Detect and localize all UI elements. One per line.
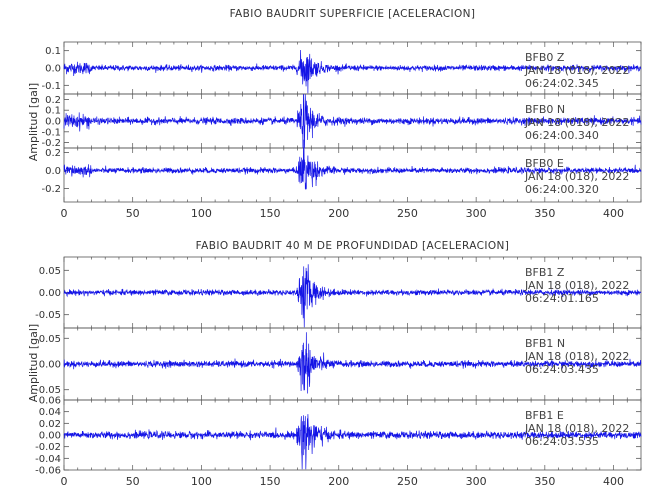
y-tick-label: -0.05 [35,385,61,396]
y-tick-label: 0.0 [45,117,61,128]
y-tick-label: -0.1 [41,127,61,138]
x-tick-label: 300 [466,207,487,220]
y-tick-label: 0.1 [45,46,61,57]
x-tick-label: 150 [260,475,281,488]
x-tick-label: 100 [191,475,212,488]
trace-time-label: 06:24:02.345 [525,77,599,90]
x-tick-label: 50 [126,207,140,220]
y-tick-label: -0.05 [35,310,61,321]
y-tick-label: 0.02 [39,419,61,430]
trace-date-label: JAN 18 (018), 2022 [524,350,629,363]
waveform-line [63,414,642,470]
y-tick-label: 0.05 [39,334,61,345]
trace-date-label: JAN 18 (018), 2022 [524,116,629,129]
y-tick-label: -0.02 [35,442,61,453]
x-tick-label: 300 [466,475,487,488]
x-tick-label: 0 [61,475,68,488]
x-tick-label: 100 [191,207,212,220]
trace-date-label: JAN 18 (018), 2022 [524,422,629,435]
y-tick-label: 0.1 [45,106,61,117]
y-tick-label: -0.04 [35,454,61,465]
y-tick-label: 0.2 [45,148,61,159]
y-tick-label: 0.00 [39,431,61,442]
x-tick-label: 400 [603,207,624,220]
trace-time-label: 06:24:01.165 [525,292,599,305]
y-tick-label: -0.1 [41,81,61,92]
trace-station-label: BFB0 E [525,157,564,170]
y-tick-label: -0.2 [41,138,61,149]
trace-time-label: 06:24:00.320 [525,183,599,196]
chart-panel-1: FABIO BAUDRIT SUPERFICIE [ACELERACION] Am… [27,8,642,220]
y-tick-label: -0.06 [35,466,61,477]
x-tick-label: 250 [397,207,418,220]
x-tick-label: 150 [260,207,281,220]
y-tick-label: 0.0 [45,64,61,75]
waveform-line [63,332,642,394]
y-tick-label: 0.0 [45,166,61,177]
y-tick-label: -0.2 [41,184,61,195]
x-tick-label: 350 [534,475,555,488]
y-tick-label: 0.2 [45,95,61,106]
x-tick-label: 50 [126,475,140,488]
y-axis-label: Amplitud [gal] [27,83,40,161]
trace-station-label: BFB0 N [525,103,565,116]
x-tick-label: 400 [603,475,624,488]
x-tick-label: 250 [397,475,418,488]
y-tick-label: 0.00 [39,288,61,299]
trace-station-label: BFB1 E [525,409,564,422]
y-tick-label: 0.04 [39,407,61,418]
x-tick-label: 200 [328,207,349,220]
y-tick-label: 0.00 [39,360,61,371]
trace-time-label: 06:24:03.435 [525,363,599,376]
trace-bfb1-e: 0.060.040.020.00-0.02-0.04-0.06 BFB1 EJAN… [35,396,642,477]
waveform-line [63,94,642,148]
trace-station-label: BFB1 Z [525,266,565,279]
trace-date-label: JAN 18 (018), 2022 [524,64,629,77]
trace-station-label: BFB1 N [525,337,565,350]
trace-station-label: BFB0 Z [525,51,565,64]
y-axis-label: Amplitud [gal] [27,324,40,402]
chart-panel-2: FABIO BAUDRIT 40 M DE PROFUNDIDAD [ACELE… [27,240,642,488]
waveform-line [63,264,642,328]
chart-title: FABIO BAUDRIT SUPERFICIE [ACELERACION] [230,8,476,20]
trace-date-label: JAN 18 (018), 2022 [524,170,629,183]
chart-title: FABIO BAUDRIT 40 M DE PROFUNDIDAD [ACELE… [196,240,510,252]
waveform-line [63,49,642,94]
trace-time-label: 06:24:00.340 [525,129,599,142]
x-tick-label: 200 [328,475,349,488]
waveform-line [63,139,642,190]
y-tick-label: 0.05 [39,266,61,277]
x-tick-label: 350 [534,207,555,220]
y-tick-label: 0.06 [39,396,61,407]
trace-date-label: JAN 18 (018), 2022 [524,279,629,292]
trace-time-label: 06:24:03.535 [525,435,599,448]
x-tick-label: 0 [61,207,68,220]
